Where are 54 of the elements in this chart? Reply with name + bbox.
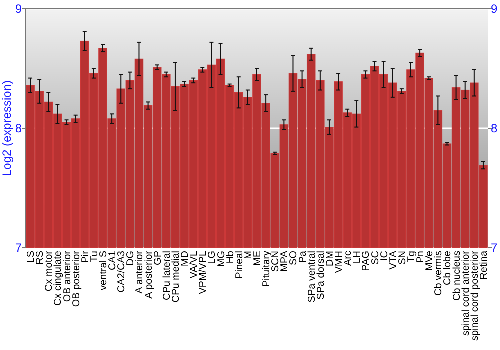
x-tick-label: OB posterior [71, 250, 82, 308]
x-tick-label: Arc [343, 251, 354, 266]
x-tick-label: M [243, 251, 254, 260]
x-tick-label: Pa [298, 250, 309, 264]
x-tick-label: MG [216, 250, 228, 268]
y2-tick-label: 9 [491, 2, 498, 16]
x-tick-label: VPM/VPL [198, 250, 210, 294]
x-tick-label: DG [126, 250, 137, 266]
x-tick-label: A anterior [134, 250, 146, 294]
x-tick-label: LH [352, 251, 364, 264]
x-tick-label: CPu lateral [162, 251, 173, 300]
y-tick-label: 8 [15, 122, 22, 136]
x-tick-label: Pituitary [262, 251, 273, 288]
x-tick-label: Pn [416, 251, 427, 264]
x-tick-label: SPa ventral [306, 251, 318, 303]
x-tick-label: Tu [89, 251, 100, 262]
x-tick-label: MVe [424, 250, 436, 272]
x-tick-label: Pir [80, 250, 92, 264]
x-tick-label: VTA [388, 250, 400, 270]
x-tick-label: Retina [478, 250, 490, 280]
y-axis-title: Log2 (expression) [0, 80, 14, 177]
x-tick-label: SC [370, 251, 382, 265]
x-tick-label: LG [207, 250, 218, 264]
x-tick-label: PAG [361, 250, 372, 272]
x-tick-label: Cb lobe [442, 250, 454, 286]
y-tick-label: 9 [15, 2, 22, 16]
x-tick-label: CA1 [108, 250, 119, 270]
y2-tick-label: 8 [491, 122, 498, 136]
x-tick-label: Cb nucleus [452, 251, 463, 302]
x-tick-label: DM [324, 251, 336, 267]
y-tick-label: 7 [15, 241, 22, 256]
y2-tick-label: 7 [491, 241, 498, 256]
x-tick-label: Hb [225, 250, 236, 264]
x-tick-label: LS [26, 250, 38, 264]
x-tick-label: RS [35, 250, 46, 265]
x-tick-label: CPu medial [170, 251, 182, 303]
x-tick-label: ventral S [98, 250, 110, 290]
x-tick-label: OB anterior [62, 250, 74, 302]
x-tick-label: A posterior [144, 250, 155, 299]
x-tick-label: spinal cord anterior [460, 250, 472, 336]
x-tick-label: spinal cord posterior [470, 250, 481, 342]
x-tick-label: Tg [406, 251, 418, 263]
x-tick-label: Pineal [234, 251, 246, 279]
x-tick-label: ME [252, 250, 264, 266]
x-tick-label: CA2/CA3 [116, 250, 128, 293]
x-tick-label: MPA [280, 250, 291, 272]
x-tick-label: SO [288, 250, 300, 266]
x-tick-label: SPa dorsal [316, 251, 327, 300]
x-tick-label: SCN [270, 251, 282, 272]
x-tick-label: VMH [334, 251, 346, 274]
x-tick-label: Cx cingulate [53, 250, 64, 306]
x-tick-label: IC [379, 251, 390, 261]
x-tick-label: GP [152, 250, 164, 266]
x-tick-label: SN [397, 251, 408, 265]
